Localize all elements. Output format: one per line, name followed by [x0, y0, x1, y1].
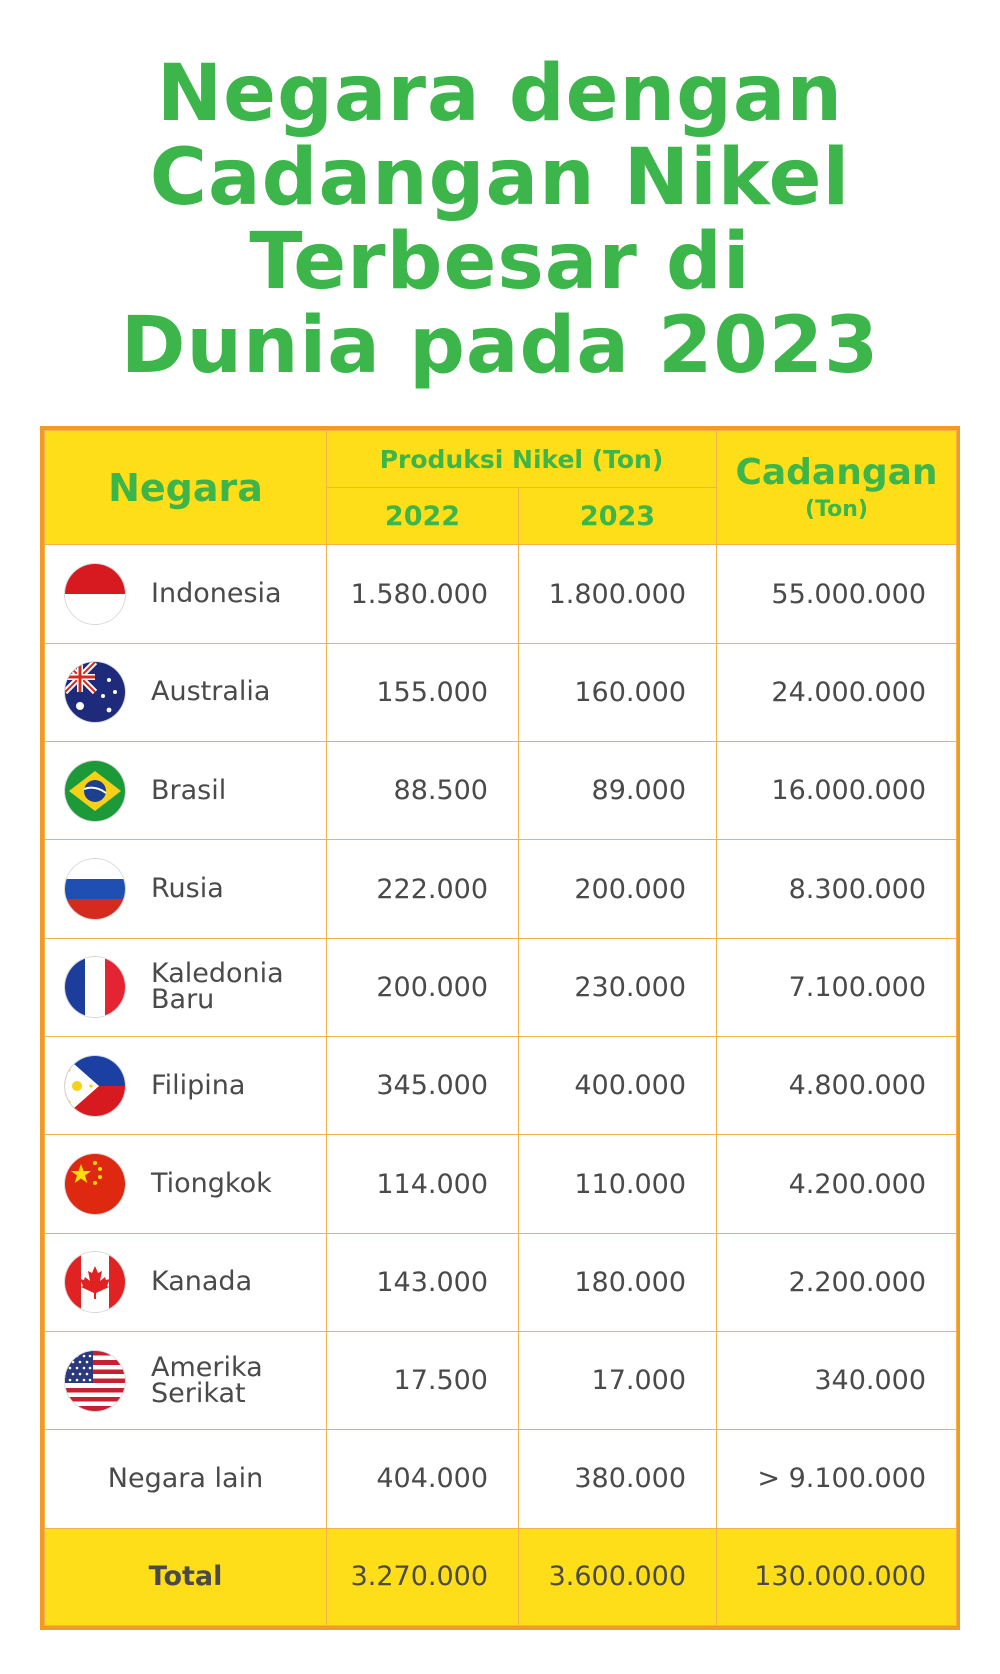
- canada-flag-icon: [65, 1252, 125, 1313]
- total-production-2022: 3.270.000: [326, 1527, 519, 1627]
- production-2023: 200.000: [517, 839, 718, 939]
- country-cell: Tiongkok: [44, 1134, 327, 1234]
- header-year-2022: 2022: [326, 487, 519, 546]
- country-name-line-2: Serikat: [151, 1377, 246, 1409]
- total-label: Total: [44, 1527, 327, 1627]
- title-line-1: Negara dengan: [156, 49, 844, 139]
- country-name: Filipina: [151, 1069, 246, 1101]
- country-name: Australia: [151, 676, 271, 708]
- country-name-line-1: Kaledonia: [151, 958, 284, 990]
- reserves: 8.300.000: [716, 839, 958, 939]
- reserves: > 9.100.000: [716, 1429, 958, 1529]
- production-2023: 380.000: [517, 1429, 718, 1529]
- table-row: Rusia 222.000 200.000 8.300.000: [44, 839, 958, 939]
- country-cell: Filipina: [44, 1036, 327, 1136]
- indonesia-flag-icon: [65, 564, 125, 625]
- country-cell: Kaledonia Baru: [44, 937, 327, 1038]
- total-reserves: 130.000.000: [716, 1527, 958, 1627]
- brazil-flag-icon: [65, 760, 125, 821]
- country-name-line-2: Baru: [151, 984, 215, 1016]
- country-name: Kanada: [151, 1266, 253, 1298]
- usa-flag-icon: [65, 1350, 125, 1411]
- reserves: 16.000.000: [716, 741, 958, 841]
- reserves: 4.200.000: [716, 1134, 958, 1234]
- country-cell: Rusia: [44, 839, 327, 939]
- production-2022: 404.000: [326, 1429, 519, 1529]
- production-2022: 222.000: [326, 839, 519, 939]
- country-cell: Indonesia: [44, 544, 327, 644]
- total-production-2023: 3.600.000: [517, 1527, 718, 1627]
- reserves: 24.000.000: [716, 642, 958, 743]
- production-2022: 143.000: [326, 1232, 519, 1333]
- table-subheader-row: 2022 2023: [45, 487, 957, 546]
- reserves: 340.000: [716, 1330, 958, 1431]
- country-name: Indonesia: [151, 578, 282, 610]
- country-name: Amerika Serikat: [151, 1351, 263, 1409]
- table-row: Tiongkok 114.000 110.000 4.200.000: [44, 1134, 958, 1234]
- production-2022: 345.000: [326, 1036, 519, 1136]
- france-flag-icon: [65, 957, 125, 1018]
- header-produksi: Produksi Nikel (Ton): [325, 429, 718, 489]
- table-row: Amerika Serikat 17.500 17.000 340.000: [44, 1330, 958, 1431]
- table-row: Australia 155.000 160.000 24.000.000: [44, 642, 958, 743]
- australia-flag-icon: [65, 662, 125, 723]
- page-title: Negara dengan Cadangan Nikel Terbesar di…: [0, 52, 1000, 388]
- production-2023: 230.000: [517, 937, 718, 1038]
- reserves: 7.100.000: [716, 937, 958, 1038]
- header-cadangan-label: Cadangan: [735, 451, 938, 493]
- production-2022: 155.000: [326, 642, 519, 743]
- table-header-row: Negara Produksi Nikel (Ton) Cadangan (To…: [44, 429, 958, 546]
- production-2023: 17.000: [517, 1330, 718, 1431]
- country-name-line-1: Amerika: [151, 1351, 263, 1383]
- country-name: Tiongkok: [151, 1168, 272, 1199]
- production-2023: 400.000: [517, 1036, 718, 1136]
- russia-flag-icon: [65, 859, 125, 920]
- title-line-2: Cadangan Nikel: [149, 133, 851, 223]
- country-name: Negara lain: [44, 1429, 327, 1529]
- table-row: Kaledonia Baru 200.000 230.000 7.100.000: [44, 937, 958, 1038]
- header-cadangan: Cadangan (Ton): [716, 429, 958, 546]
- header-cadangan-unit: (Ton): [805, 497, 868, 523]
- title-line-4: Dunia pada 2023: [120, 301, 880, 391]
- production-2023: 160.000: [517, 642, 718, 743]
- title-line-3: Terbesar di: [249, 217, 751, 307]
- country-cell: Kanada: [44, 1232, 327, 1333]
- header-year-2023: 2023: [517, 487, 718, 546]
- reserves: 4.800.000: [716, 1036, 958, 1136]
- china-flag-icon: [65, 1154, 125, 1214]
- production-2023: 89.000: [517, 741, 718, 841]
- production-2022: 200.000: [326, 937, 519, 1038]
- production-2023: 180.000: [517, 1232, 718, 1333]
- reserves: 2.200.000: [716, 1232, 958, 1333]
- header-negara: Negara: [44, 429, 327, 546]
- production-2022: 1.580.000: [326, 544, 519, 644]
- production-2022: 88.500: [326, 741, 519, 841]
- table-row: Negara lain 404.000 380.000 > 9.100.000: [44, 1429, 958, 1529]
- total-row: Total 3.270.000 3.600.000 130.000.000: [44, 1527, 958, 1627]
- production-2022: 17.500: [326, 1330, 519, 1431]
- reserves: 55.000.000: [716, 544, 958, 644]
- country-name: Brasil: [151, 774, 227, 806]
- production-2023: 110.000: [517, 1134, 718, 1234]
- country-cell: Brasil: [44, 741, 327, 841]
- production-2022: 114.000: [326, 1134, 519, 1234]
- nickel-table: Negara Produksi Nikel (Ton) Cadangan (To…: [40, 426, 960, 1630]
- table-row: Filipina 345.000 400.000 4.800.000: [44, 1036, 958, 1136]
- table-row: Brasil 88.500 89.000 16.000.000: [44, 741, 958, 841]
- country-cell: Australia: [44, 642, 327, 743]
- table-row: Indonesia 1.580.000 1.800.000 55.000.000: [44, 544, 958, 644]
- country-name: Rusia: [151, 873, 224, 905]
- country-cell: Amerika Serikat: [44, 1330, 327, 1431]
- country-name: Kaledonia Baru: [151, 958, 284, 1016]
- table-row: Kanada 143.000 180.000 2.200.000: [44, 1232, 958, 1333]
- philippines-flag-icon: [65, 1055, 125, 1116]
- production-2023: 1.800.000: [517, 544, 718, 644]
